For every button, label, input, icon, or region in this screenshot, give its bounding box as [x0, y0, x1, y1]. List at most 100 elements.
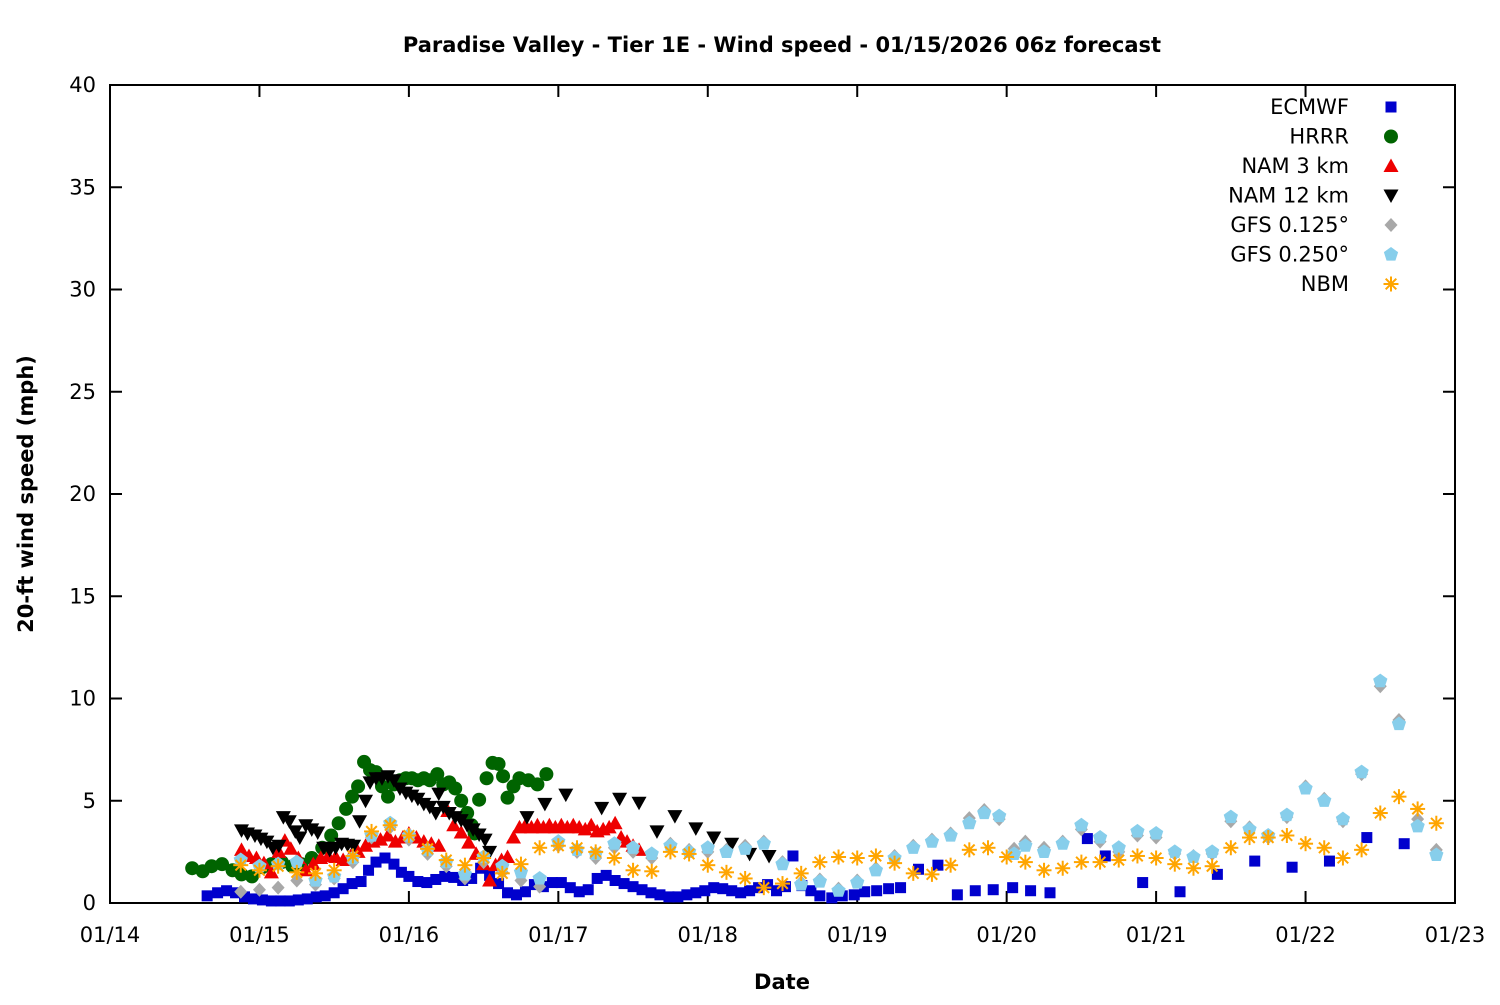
- data-point-square: [346, 878, 358, 890]
- data-point-pentagon: [1298, 780, 1313, 795]
- data-point-asterisk: [627, 864, 640, 877]
- data-point-asterisk: [1336, 851, 1349, 865]
- data-point-square: [528, 879, 540, 891]
- data-point-diamond: [1384, 218, 1398, 232]
- data-point-circle: [324, 828, 339, 843]
- data-point-circle: [1384, 129, 1398, 144]
- data-point-circle: [380, 789, 395, 804]
- data-point-triangle-down: [724, 837, 740, 852]
- data-point-square: [1174, 886, 1186, 898]
- data-point-triangle-up: [380, 828, 396, 842]
- data-point-square: [301, 893, 313, 905]
- x-tick-label: 01/17: [528, 923, 589, 947]
- x-tick-label: 01/14: [80, 923, 141, 947]
- data-point-square: [1249, 855, 1261, 867]
- data-point-triangle-down: [612, 792, 628, 807]
- data-point-square: [636, 884, 648, 896]
- data-point-pentagon: [1018, 838, 1033, 852]
- data-point-pentagon: [1036, 844, 1052, 858]
- data-point-asterisk: [832, 850, 845, 863]
- data-point-asterisk: [533, 841, 546, 854]
- data-point-asterisk: [1384, 277, 1398, 291]
- data-point-circle: [345, 789, 360, 804]
- data-point-square: [1081, 833, 1093, 845]
- data-point-asterisk: [496, 867, 509, 880]
- data-point-square: [337, 883, 349, 895]
- data-point-circle: [374, 779, 389, 794]
- data-point-pentagon: [794, 877, 809, 891]
- data-point-square: [708, 882, 720, 894]
- data-point-pentagon: [1167, 844, 1182, 858]
- data-point-square: [502, 887, 514, 899]
- data-point-pentagon: [700, 840, 715, 854]
- data-point-asterisk: [701, 859, 714, 872]
- data-point-triangle-up: [453, 824, 469, 839]
- data-point-triangle-up: [234, 842, 250, 856]
- data-point-pentagon: [1092, 830, 1108, 844]
- data-point-square: [681, 889, 693, 901]
- data-point-asterisk: [963, 843, 976, 856]
- data-point-pentagon: [1223, 809, 1238, 824]
- data-point-pentagon: [607, 836, 622, 850]
- data-point-pentagon: [738, 841, 753, 855]
- data-point-circle: [339, 801, 354, 816]
- y-tick-label: 15: [69, 584, 96, 608]
- data-point-circle: [448, 781, 463, 796]
- data-point-asterisk: [1355, 843, 1368, 856]
- data-point-pentagon: [1317, 793, 1332, 807]
- data-point-triangle-up: [305, 856, 321, 871]
- data-point-square: [1323, 855, 1335, 867]
- legend-label: HRRR: [1289, 125, 1349, 149]
- data-point-square: [201, 890, 213, 902]
- data-point-square: [493, 878, 505, 890]
- data-point-asterisk: [907, 867, 920, 880]
- data-point-square: [1385, 101, 1397, 113]
- data-point-diamond: [290, 873, 304, 888]
- data-point-square: [519, 886, 531, 898]
- data-point-circle: [500, 790, 515, 805]
- data-point-asterisk: [365, 825, 378, 838]
- data-point-pentagon: [1335, 811, 1351, 826]
- data-point-triangle-up: [372, 832, 388, 846]
- data-point-square: [717, 883, 729, 895]
- chart-title: Paradise Valley - Tier 1E - Wind speed -…: [403, 33, 1161, 57]
- data-point-square: [247, 893, 259, 905]
- data-point-circle: [472, 792, 487, 807]
- data-point-circle: [491, 756, 506, 771]
- data-point-square: [412, 876, 424, 888]
- data-point-triangle-up: [263, 864, 279, 879]
- data-point-asterisk: [290, 866, 303, 879]
- data-point-square: [1286, 861, 1298, 873]
- legend-label: GFS 0.125°: [1230, 213, 1349, 237]
- x-tick-label: 01/23: [1425, 923, 1486, 947]
- data-point-pentagon: [962, 815, 977, 830]
- data-point-asterisk: [1019, 856, 1032, 869]
- data-point-triangle-down: [706, 831, 722, 846]
- data-point-triangle-down: [310, 826, 326, 840]
- data-point-triangle-down: [558, 788, 574, 803]
- data-point-square: [591, 872, 603, 884]
- data-point-square: [848, 889, 860, 901]
- data-point-square: [388, 858, 400, 870]
- data-point-square: [645, 887, 657, 899]
- data-point-pentagon: [756, 836, 771, 850]
- y-tick-label: 0: [83, 891, 96, 915]
- data-point-square: [403, 870, 415, 882]
- data-point-square: [987, 884, 999, 896]
- data-point-square: [421, 877, 433, 889]
- data-point-triangle-up: [461, 835, 477, 849]
- data-point-square: [600, 869, 612, 881]
- data-point-square: [221, 885, 233, 897]
- data-point-asterisk: [384, 819, 397, 832]
- data-point-asterisk: [421, 842, 434, 855]
- data-point-square: [1211, 868, 1223, 880]
- data-point-square: [814, 890, 826, 902]
- data-point-square: [430, 873, 442, 885]
- data-point-pentagon: [1186, 849, 1201, 864]
- data-point-pentagon: [1242, 821, 1257, 836]
- data-point-triangle-down: [346, 839, 362, 854]
- data-point-triangle-up: [583, 817, 599, 832]
- data-point-square: [448, 871, 460, 883]
- data-point-asterisk: [440, 854, 453, 867]
